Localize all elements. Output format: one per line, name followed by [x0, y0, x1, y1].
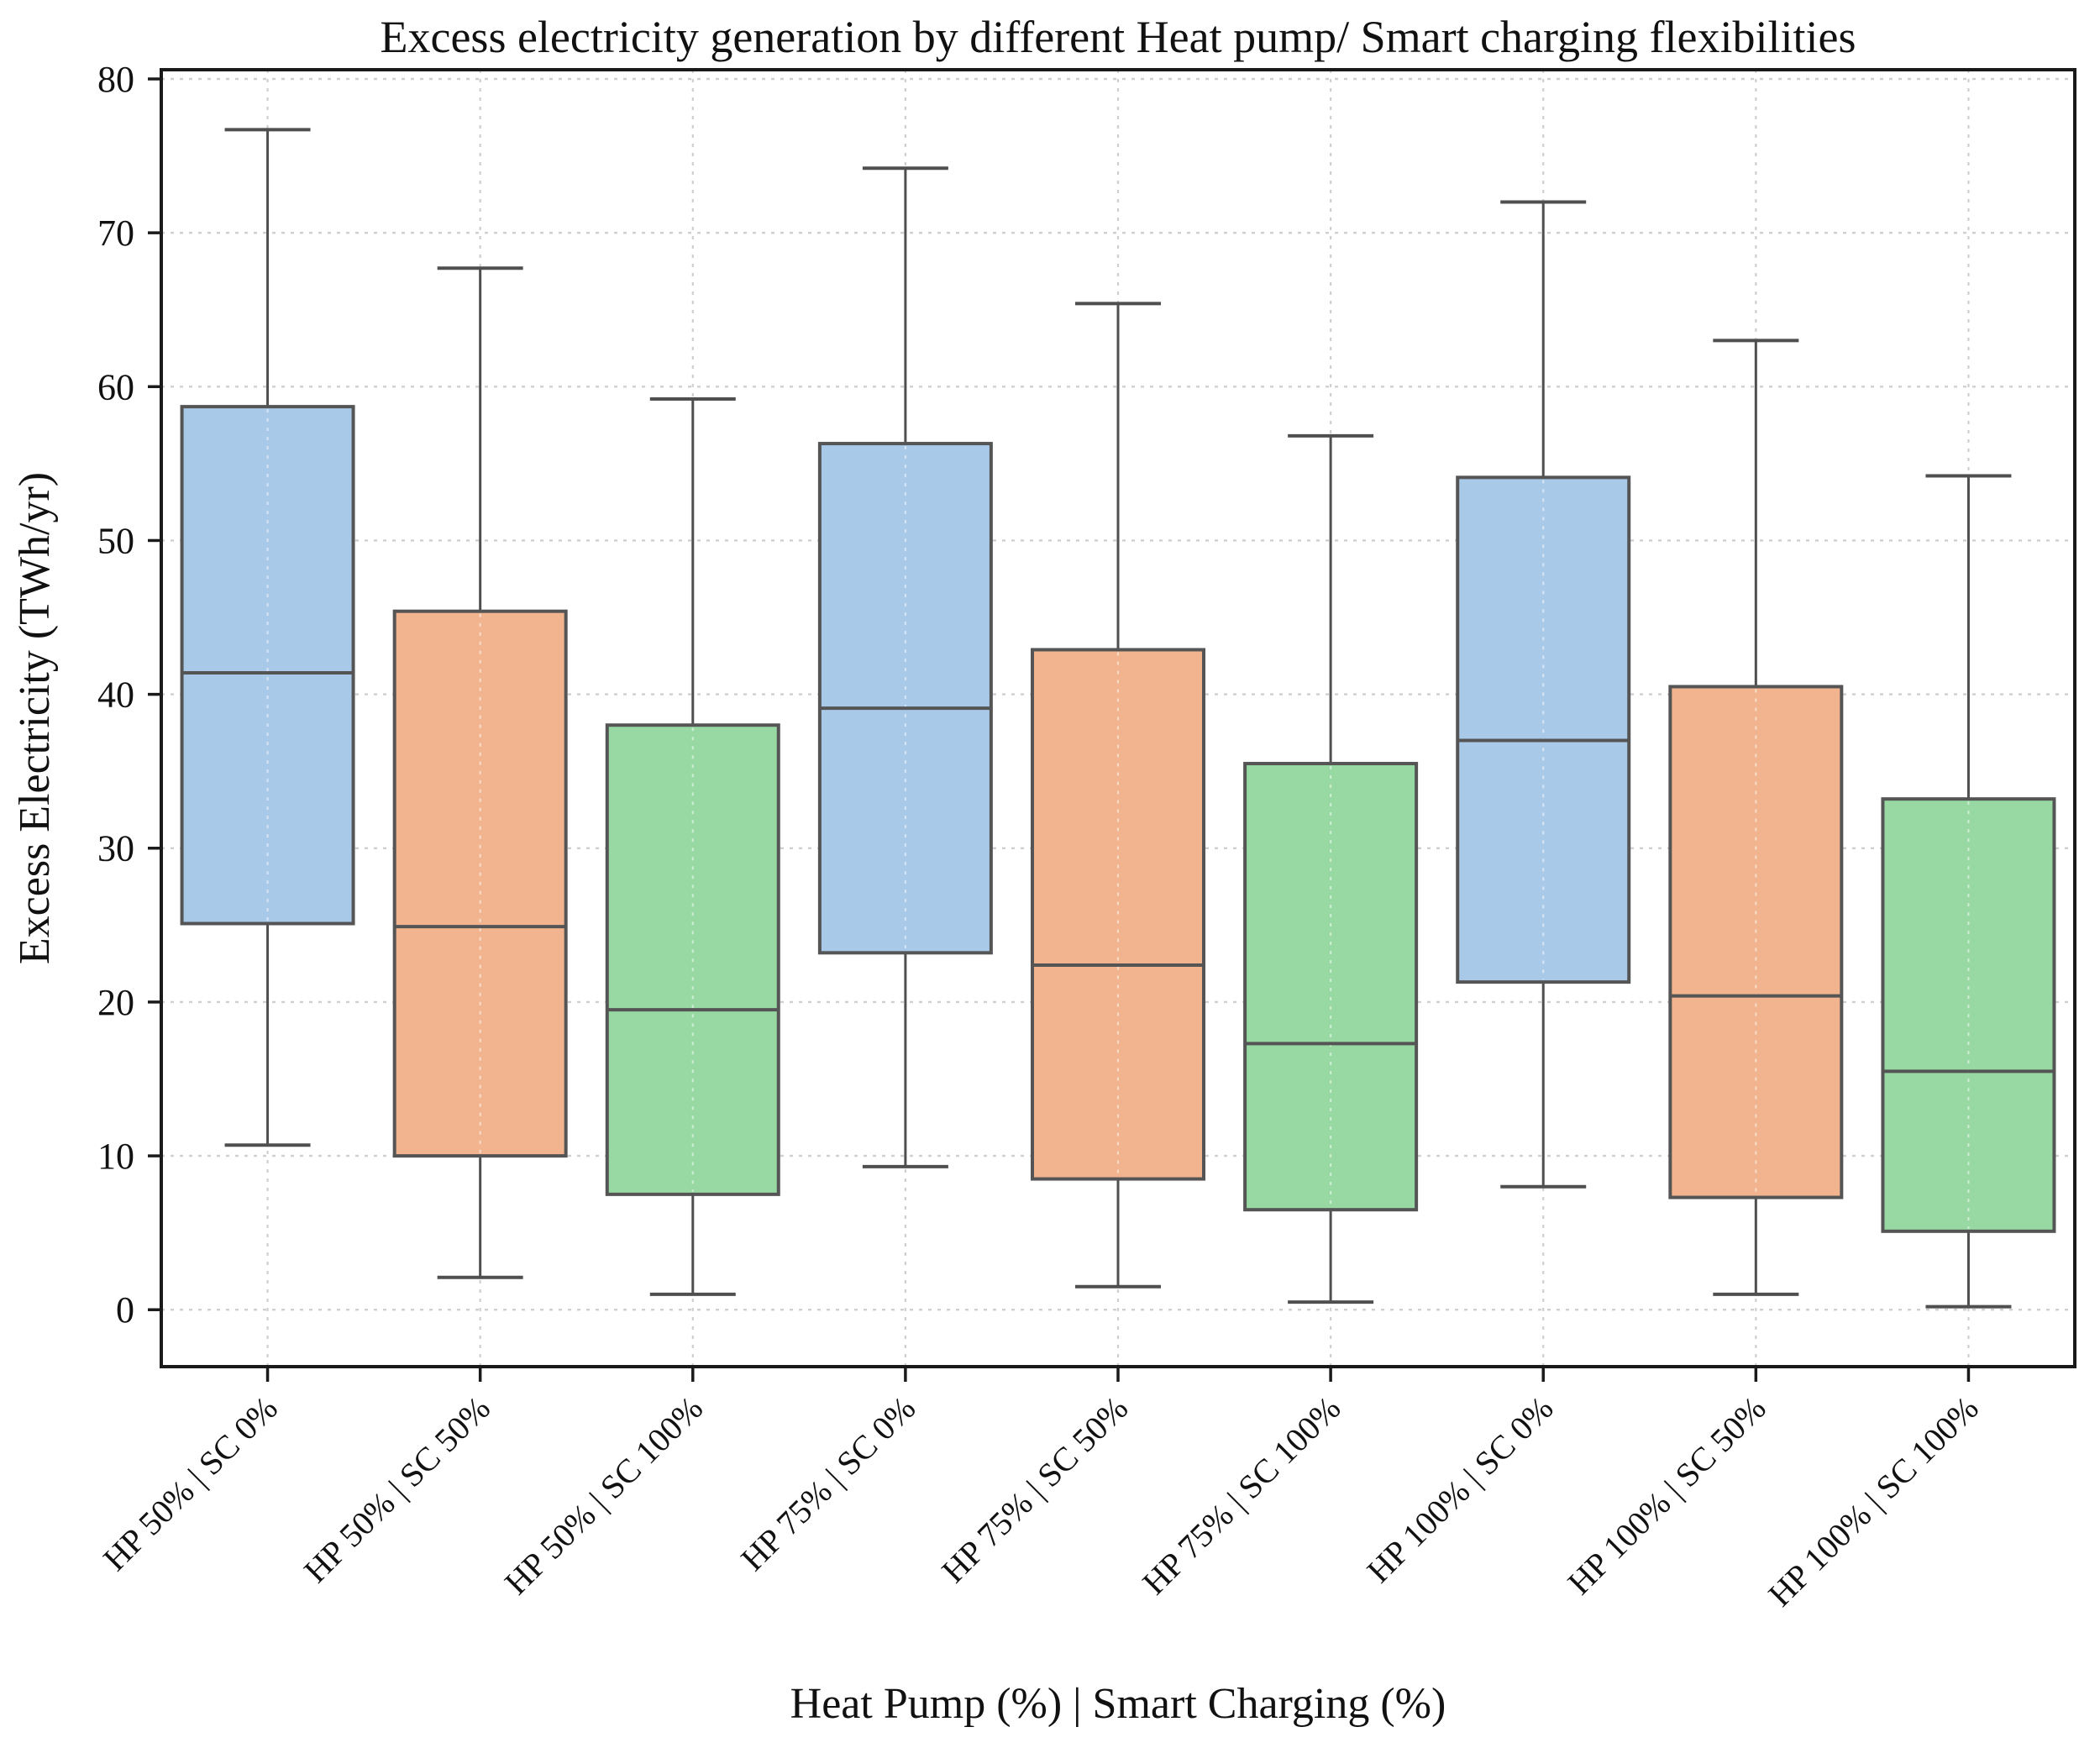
- box-group: [392, 266, 568, 1279]
- y-tick-label: 60: [97, 366, 134, 407]
- box-group: [1243, 433, 1419, 1304]
- x-tick-label: HP 50% | SC 100%: [497, 1389, 710, 1602]
- x-tick-label: HP 75% | SC 0%: [733, 1389, 922, 1578]
- y-tick-label: 40: [97, 675, 134, 716]
- y-tick-label: 10: [97, 1136, 134, 1177]
- iqr-box: [1243, 762, 1419, 1212]
- box-group: [1031, 302, 1205, 1289]
- x-tick-label: HP 75% | SC 100%: [1135, 1389, 1347, 1602]
- y-tick-label: 70: [97, 213, 134, 254]
- x-tick-label: HP 50% | SC 0%: [96, 1389, 285, 1578]
- y-axis-title: Excess Electricity (TWh/yr): [11, 472, 59, 964]
- box-group: [1456, 200, 1631, 1189]
- box-group: [605, 396, 780, 1296]
- box-group: [817, 166, 993, 1168]
- x-tick-label: HP 75% | SC 50%: [934, 1389, 1135, 1590]
- y-tick-label: 80: [97, 59, 134, 100]
- box-group: [1881, 474, 2056, 1309]
- chart-title: Excess electricity generation by differe…: [381, 12, 1856, 62]
- y-tick-label: 0: [116, 1289, 134, 1331]
- boxes-layer: [180, 128, 2056, 1309]
- x-axis-title: Heat Pump (%) | Smart Charging (%): [790, 1680, 1446, 1728]
- x-tick-label: HP 100% | SC 100%: [1761, 1389, 1985, 1614]
- x-tick-label: HP 100% | SC 50%: [1560, 1389, 1772, 1602]
- plot-area-frame: [160, 68, 2076, 1368]
- iqr-box: [1668, 685, 1844, 1199]
- box-group: [1668, 339, 1844, 1296]
- y-tick-label: 30: [97, 828, 134, 869]
- y-tick-label: 20: [97, 982, 134, 1023]
- y-tick-label: 50: [97, 520, 134, 561]
- x-tick-label: HP 100% | SC 0%: [1359, 1389, 1560, 1590]
- x-tick-label: HP 50% | SC 50%: [297, 1389, 497, 1590]
- box-group: [180, 128, 355, 1147]
